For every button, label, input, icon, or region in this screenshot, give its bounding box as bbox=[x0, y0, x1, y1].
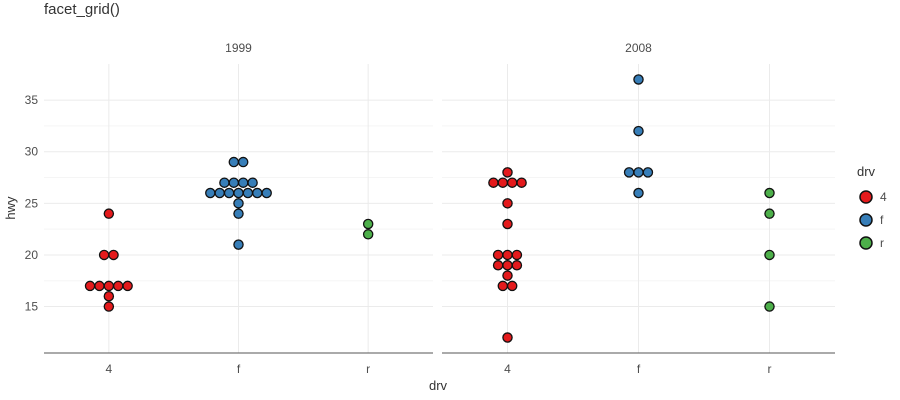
legend-key bbox=[859, 190, 873, 204]
legend-label: 4 bbox=[880, 190, 887, 204]
facet-strip-label: 1999 bbox=[225, 41, 252, 55]
data-point bbox=[511, 249, 523, 261]
data-point bbox=[623, 167, 635, 178]
data-point bbox=[261, 187, 272, 199]
data-point bbox=[633, 125, 644, 137]
data-point bbox=[103, 301, 115, 312]
data-point bbox=[492, 260, 504, 271]
data-point bbox=[764, 249, 775, 261]
data-point bbox=[94, 280, 105, 292]
data-point bbox=[633, 167, 644, 178]
x-axis-title: drv bbox=[429, 378, 448, 393]
legend-label: f bbox=[880, 213, 884, 227]
y-tick-label: 35 bbox=[25, 93, 39, 107]
legend-title: drv bbox=[857, 164, 876, 179]
facet-panel-1999: 4 f r 1999 bbox=[44, 41, 433, 376]
facet-panel-2008: 4 f r 2008 bbox=[442, 41, 835, 376]
data-point bbox=[511, 260, 523, 271]
x-tick-label: f bbox=[237, 362, 241, 376]
y-tick-label: 20 bbox=[25, 248, 39, 262]
data-point bbox=[502, 218, 513, 230]
data-point bbox=[633, 74, 644, 85]
data-point bbox=[112, 280, 124, 292]
data-point bbox=[223, 187, 235, 199]
data-point bbox=[502, 332, 513, 343]
data-point bbox=[497, 177, 509, 188]
data-point bbox=[502, 167, 513, 178]
data-point bbox=[492, 249, 504, 261]
data-point bbox=[502, 198, 513, 209]
data-point bbox=[237, 177, 249, 188]
data-point bbox=[764, 187, 775, 199]
data-point bbox=[362, 218, 374, 230]
legend-key bbox=[859, 213, 873, 227]
data-point bbox=[122, 280, 133, 292]
data-point bbox=[502, 270, 513, 281]
data-point bbox=[252, 187, 263, 199]
data-point bbox=[506, 280, 518, 292]
data-point bbox=[98, 249, 110, 261]
data-point bbox=[242, 187, 254, 199]
data-point bbox=[205, 187, 216, 199]
data-point bbox=[233, 208, 244, 219]
data-point bbox=[502, 249, 513, 261]
y-tick-label: 25 bbox=[25, 196, 39, 210]
x-tick-label: f bbox=[637, 362, 641, 376]
data-point bbox=[214, 187, 225, 199]
data-point bbox=[237, 156, 249, 168]
data-point bbox=[516, 177, 527, 188]
x-tick-label: r bbox=[366, 362, 370, 376]
data-point bbox=[233, 187, 244, 199]
data-point bbox=[247, 177, 258, 188]
legend-key bbox=[859, 236, 873, 250]
data-point bbox=[108, 249, 119, 261]
data-point bbox=[233, 239, 244, 250]
legend-label: r bbox=[880, 236, 884, 250]
data-point bbox=[233, 198, 244, 209]
x-tick-label: r bbox=[768, 362, 772, 376]
data-point bbox=[764, 208, 775, 219]
y-axis-title: hwy bbox=[3, 196, 18, 220]
data-point bbox=[764, 301, 775, 312]
data-point bbox=[103, 208, 115, 219]
data-point bbox=[502, 260, 513, 271]
data-point bbox=[103, 280, 115, 292]
data-point bbox=[497, 280, 509, 292]
data-point bbox=[488, 177, 499, 188]
y-tick-label: 30 bbox=[25, 145, 39, 159]
data-point bbox=[103, 290, 115, 302]
data-point bbox=[84, 280, 96, 292]
data-point bbox=[228, 177, 240, 188]
data-point bbox=[506, 177, 518, 188]
facet-strip-label: 2008 bbox=[625, 41, 652, 55]
data-point bbox=[219, 177, 230, 188]
data-point bbox=[633, 187, 644, 199]
chart-title: facet_grid() bbox=[44, 1, 120, 18]
x-tick-label: 4 bbox=[105, 362, 112, 376]
y-tick-label: 15 bbox=[25, 300, 39, 314]
data-point bbox=[228, 156, 240, 168]
data-point bbox=[642, 167, 654, 178]
data-point bbox=[362, 229, 374, 240]
x-tick-label: 4 bbox=[504, 362, 511, 376]
